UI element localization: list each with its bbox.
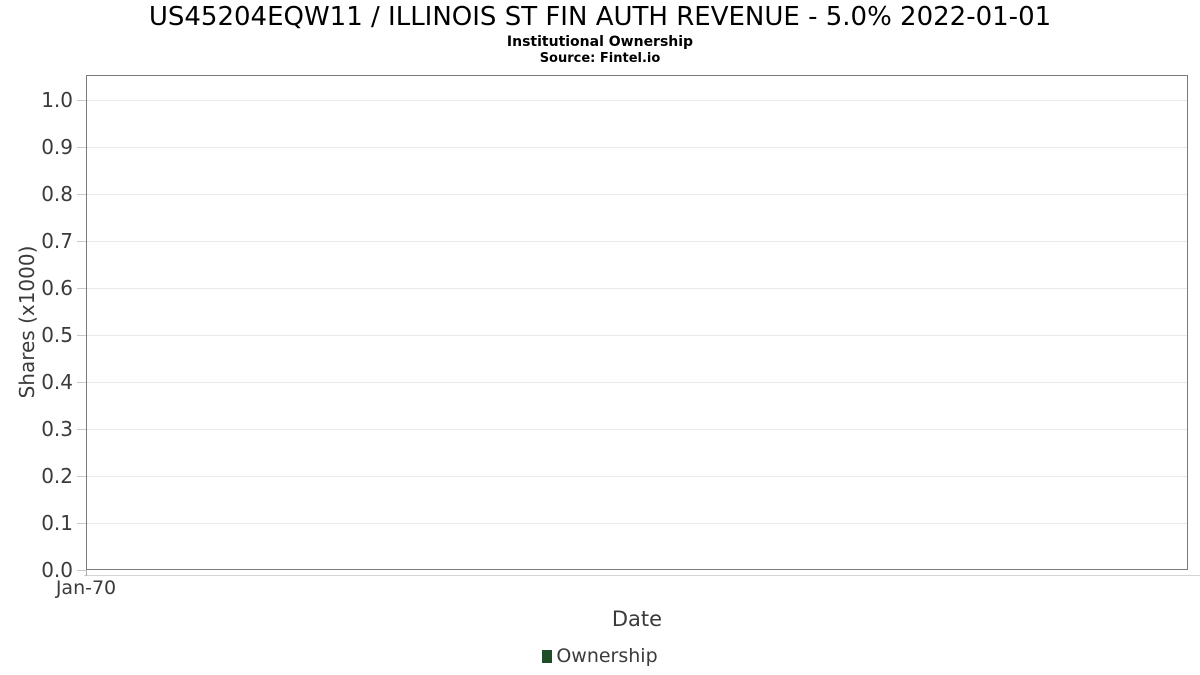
y-tick-mark [77,194,86,195]
plot-area [86,75,1188,570]
y-tick-label: 0.5 [41,323,73,347]
y-tick-label: 1.0 [41,88,73,112]
chart-subtitle: Institutional Ownership [506,34,694,50]
y-tick-mark [77,523,86,524]
chart-source: Source: Fintel.io [539,51,661,66]
y-tick-label: 0.2 [41,464,73,488]
gridline [87,475,1187,477]
gridline [87,522,1187,524]
y-tick-mark [77,100,86,101]
gridline [87,193,1187,195]
gridline [87,428,1187,430]
legend-label-ownership: Ownership [556,645,658,667]
y-tick-mark [77,147,86,148]
y-tick-label: 0.4 [41,370,73,394]
y-axis: 0.0 0.1 0.2 0.3 0.4 0.5 0.6 0.7 0.8 0.9 1.0 [0,75,86,581]
y-tick-label: 0.0 [41,558,73,582]
gridline [87,381,1187,383]
y-tick-mark [77,476,86,477]
gridline [87,146,1187,148]
legend: Ownership [0,645,1200,667]
x-axis-line [84,575,1200,576]
y-tick-mark [77,288,86,289]
y-tick-label: 0.6 [41,276,73,300]
y-tick-mark [77,241,86,242]
y-tick-label: 0.1 [41,511,73,535]
y-tick-label: 0.8 [41,182,73,206]
x-axis-title: Date [611,607,663,631]
legend-swatch-ownership [542,649,553,663]
y-tick-label: 0.7 [41,229,73,253]
x-tick-mark [86,570,87,576]
y-tick-label: 0.9 [41,135,73,159]
gridline [87,99,1187,101]
y-tick-mark [77,570,86,571]
x-tick-label: Jan-70 [55,577,117,599]
gridline [87,334,1187,336]
gridline [87,287,1187,289]
y-axis-title: Shares (x1000) [15,245,39,399]
y-tick-label: 0.3 [41,417,73,441]
chart-title: US45204EQW11 / ILLINOIS ST FIN AUTH REVE… [148,2,1052,32]
y-tick-mark [77,382,86,383]
y-tick-mark [77,335,86,336]
y-tick-mark [77,429,86,430]
gridline [87,240,1187,242]
